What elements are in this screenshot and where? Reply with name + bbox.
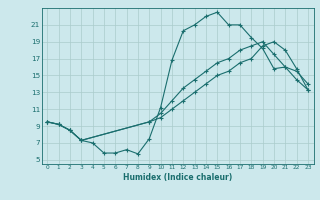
X-axis label: Humidex (Indice chaleur): Humidex (Indice chaleur) [123,173,232,182]
